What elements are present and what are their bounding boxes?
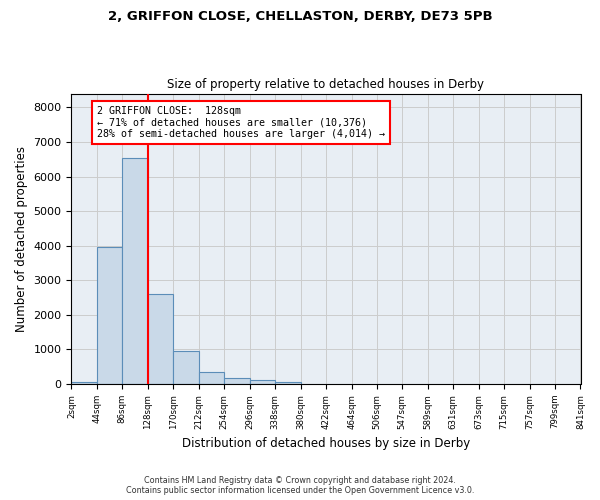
Bar bbox=[97, 248, 122, 384]
Bar bbox=[173, 351, 199, 384]
Text: Contains HM Land Registry data © Crown copyright and database right 2024.
Contai: Contains HM Land Registry data © Crown c… bbox=[126, 476, 474, 495]
X-axis label: Distribution of detached houses by size in Derby: Distribution of detached houses by size … bbox=[182, 437, 470, 450]
Bar bbox=[148, 294, 173, 384]
Title: Size of property relative to detached houses in Derby: Size of property relative to detached ho… bbox=[167, 78, 484, 91]
Y-axis label: Number of detached properties: Number of detached properties bbox=[15, 146, 28, 332]
Text: 2 GRIFFON CLOSE:  128sqm
← 71% of detached houses are smaller (10,376)
28% of se: 2 GRIFFON CLOSE: 128sqm ← 71% of detache… bbox=[97, 106, 385, 139]
Bar bbox=[122, 158, 148, 384]
Bar bbox=[199, 372, 224, 384]
Bar bbox=[250, 380, 275, 384]
Bar bbox=[224, 378, 250, 384]
Bar bbox=[275, 382, 301, 384]
Text: 2, GRIFFON CLOSE, CHELLASTON, DERBY, DE73 5PB: 2, GRIFFON CLOSE, CHELLASTON, DERBY, DE7… bbox=[107, 10, 493, 23]
Bar bbox=[71, 382, 97, 384]
